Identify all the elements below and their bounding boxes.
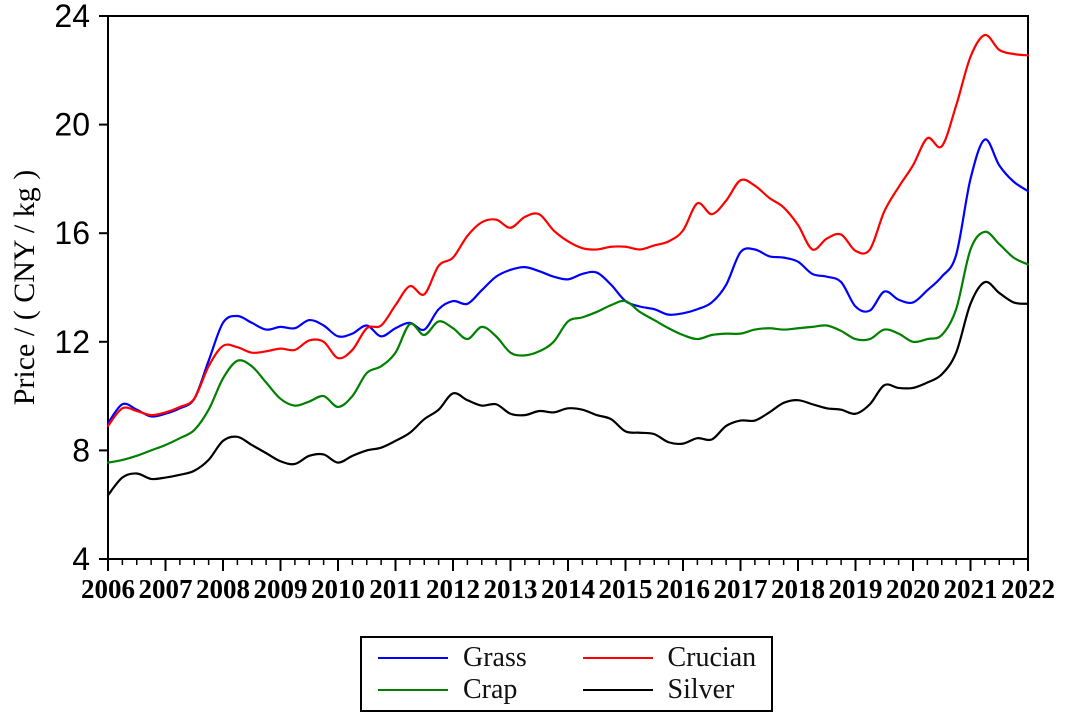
crucian-legend-line — [582, 657, 653, 659]
y-tick-label: 12 — [54, 324, 90, 360]
y-tick-label: 16 — [54, 215, 90, 251]
x-tick-label: 2022 — [1001, 574, 1055, 604]
silver-line — [106, 280, 1030, 497]
legend-item-crap: Crap — [362, 676, 567, 704]
x-tick-label: 2013 — [484, 574, 538, 604]
x-tick-label: 2020 — [886, 574, 940, 604]
legend-item-crucian: Crucian — [567, 644, 772, 672]
crap-line — [106, 230, 1030, 464]
x-tick-label: 2012 — [426, 574, 480, 604]
legend-item-grass: Grass — [362, 644, 567, 672]
legend-label-crucian: Crucian — [667, 642, 757, 673]
legend-label-silver: Silver — [667, 674, 735, 705]
crucian-line — [106, 33, 1030, 428]
grass-line — [106, 138, 1030, 425]
y-tick-label: 24 — [54, 0, 90, 34]
legend: Grass Crucian Crap Silver — [360, 636, 773, 712]
x-tick-label: 2009 — [254, 574, 308, 604]
legend-label-crap: Crap — [463, 674, 518, 705]
x-tick-label: 2016 — [656, 574, 710, 604]
x-tick-label: 2018 — [771, 574, 825, 604]
x-tick-label: 2007 — [139, 574, 193, 604]
grass-legend-line — [378, 657, 448, 659]
x-tick-label: 2010 — [311, 574, 365, 604]
y-axis-title: Price / ( CNY / kg ) — [8, 170, 41, 406]
y-tick-label: 20 — [54, 107, 90, 143]
x-tick-label: 2006 — [81, 574, 135, 604]
x-tick-label: 2017 — [714, 574, 768, 604]
crap-legend-line — [378, 689, 448, 691]
x-tick-label: 2019 — [829, 574, 883, 604]
y-tick-label: 4 — [72, 541, 90, 577]
legend-label-grass: Grass — [463, 642, 527, 673]
x-tick-label: 2021 — [944, 574, 998, 604]
silver-legend-line — [582, 689, 653, 691]
x-tick-label: 2015 — [599, 574, 653, 604]
x-tick-label: 2011 — [369, 574, 422, 604]
y-tick-label: 8 — [72, 432, 90, 468]
x-tick-label: 2008 — [196, 574, 250, 604]
x-tick-label: 2014 — [541, 574, 595, 604]
plot-frame — [107, 15, 1029, 560]
legend-item-silver: Silver — [567, 676, 772, 704]
